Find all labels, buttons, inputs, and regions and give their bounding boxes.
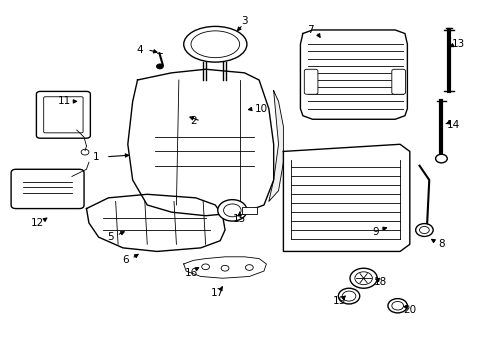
FancyBboxPatch shape [36,91,90,138]
Text: 13: 13 [451,39,464,49]
Text: 4: 4 [136,45,143,55]
Polygon shape [183,257,266,278]
Polygon shape [86,194,224,251]
Text: 3: 3 [241,16,247,26]
Circle shape [349,268,376,288]
Text: 12: 12 [31,218,44,228]
Circle shape [435,154,447,163]
Text: 14: 14 [446,120,459,130]
Polygon shape [127,69,273,216]
Text: 17: 17 [211,288,224,297]
Text: 16: 16 [184,268,197,278]
Text: 2: 2 [190,116,196,126]
Text: 5: 5 [107,232,114,242]
Text: 9: 9 [372,227,378,237]
Text: 7: 7 [306,25,313,35]
Circle shape [156,64,163,69]
FancyBboxPatch shape [304,69,317,94]
Text: 6: 6 [122,255,128,265]
Polygon shape [300,30,407,119]
Text: 10: 10 [254,104,267,113]
Text: 8: 8 [437,239,444,249]
Circle shape [217,200,246,221]
Text: 15: 15 [233,214,246,224]
FancyBboxPatch shape [391,69,405,94]
Text: 18: 18 [373,277,386,287]
Bar [242,207,256,214]
Circle shape [338,288,359,304]
Polygon shape [283,144,409,251]
Text: 11: 11 [58,96,71,107]
Text: 1: 1 [93,152,100,162]
Polygon shape [268,91,283,202]
Circle shape [415,224,432,237]
Text: 20: 20 [403,305,415,315]
Circle shape [387,298,407,313]
FancyBboxPatch shape [11,169,84,208]
Text: 19: 19 [332,296,345,306]
